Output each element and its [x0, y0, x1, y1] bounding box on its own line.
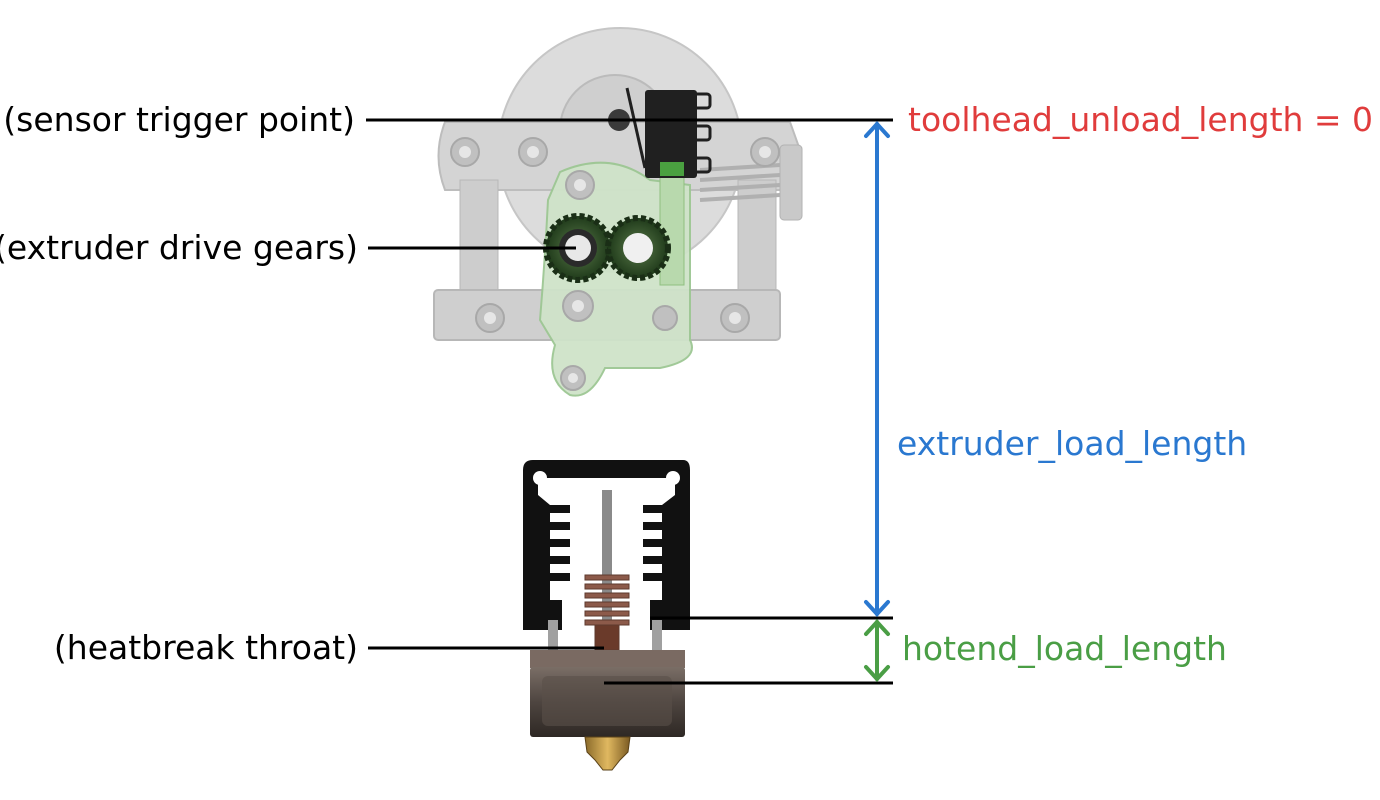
spring-cap: [779, 144, 803, 221]
toolhead-unload-length-label: toolhead_unload_length = 0: [908, 100, 1373, 139]
drive-gears: [543, 213, 671, 283]
leader-lines: [366, 118, 893, 685]
extruder-load-arrow: [864, 121, 890, 617]
left-pillar: [459, 179, 499, 296]
tension-spring: [699, 163, 781, 202]
heatbreak: [584, 574, 630, 651]
hotend-load-length-label: hotend_load_length: [902, 629, 1227, 668]
extruder-assembly: [433, 27, 803, 397]
drive-gears-label: (extruder drive gears): [0, 228, 358, 267]
extruder-load-length-label: extruder_load_length: [897, 424, 1247, 463]
hotend-load-arrow: [864, 619, 890, 682]
heatbreak-label: (heatbreak throat): [54, 628, 358, 667]
nozzle: [584, 736, 631, 771]
heater-block-top: [530, 650, 685, 668]
sensor-trigger-label: (sensor trigger point): [3, 100, 355, 139]
hotend-assembly: [523, 460, 690, 771]
